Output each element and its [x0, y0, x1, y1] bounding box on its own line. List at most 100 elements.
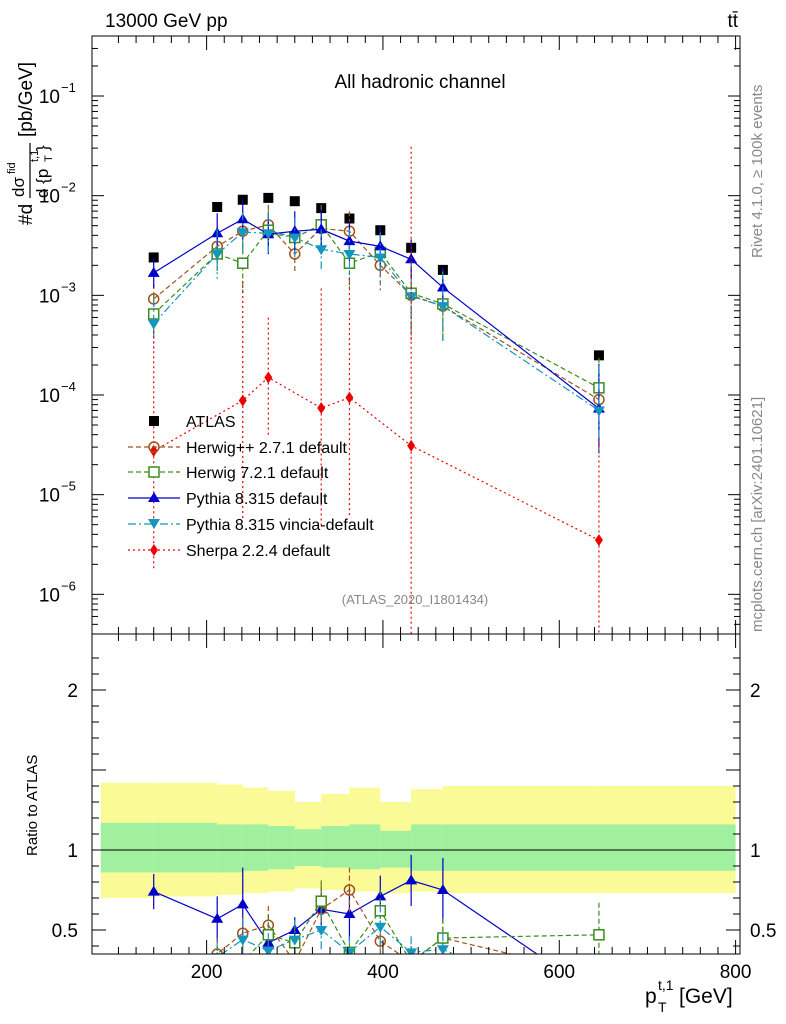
ratio-point-vincia — [343, 948, 356, 954]
data-point-vincia — [436, 302, 449, 313]
ratio-point-herwig7 — [238, 957, 248, 967]
x-tick-label: 400 — [367, 962, 399, 983]
y-axis-label-ratio: Ratio to ATLAS — [24, 755, 41, 856]
svg-text:[pb/GeV]: [pb/GeV] — [16, 62, 37, 137]
ratio-uncertainty-bands — [92, 782, 740, 898]
ratio-series-vincia — [211, 904, 455, 954]
data-point-vincia — [592, 406, 605, 417]
data-point-sherpa — [345, 391, 354, 404]
svg-text:d {p: d {p — [33, 169, 52, 198]
data-point-atlas — [593, 350, 604, 361]
ratio-point-herwig7 — [406, 957, 416, 967]
y-tick-label: 10 — [39, 286, 60, 307]
data-point-vincia — [315, 245, 328, 256]
y-tick-label-exp: −3 — [61, 279, 76, 294]
svg-text:t,1: t,1 — [29, 150, 41, 162]
legend: ATLAS Herwig++ 2.7.1 default Herwig 7.2.… — [128, 414, 374, 560]
y-tick-label: 10 — [39, 386, 60, 407]
data-point-vincia — [288, 233, 301, 244]
chart-title: All hadronic channel — [334, 72, 505, 93]
data-point-sherpa — [407, 439, 416, 452]
ratio-series-pythia — [147, 854, 538, 954]
ratio-point-vincia — [436, 945, 449, 954]
data-point-sherpa — [149, 444, 158, 457]
ratio-point-vincia — [315, 926, 328, 936]
ratio-point-vincia — [288, 935, 301, 946]
ratio-point-vincia — [262, 946, 275, 954]
ratio-point-pythia — [436, 884, 449, 894]
legend-pythia: Pythia 8.315 default — [128, 491, 328, 508]
band-inner-segment — [349, 824, 381, 870]
ratio-y-tick-label-right: 1 — [750, 841, 761, 862]
svg-text:fid: fid — [6, 162, 18, 174]
legend-herwig7: Herwig 7.2.1 default — [128, 465, 329, 482]
ratio-point-herwig7 — [315, 895, 327, 907]
ratio-point-herwigpp — [290, 957, 300, 967]
rivet-label: Rivet 4.1.0, ≥ 100k events — [749, 85, 766, 258]
ratio-point-herwigpp — [343, 884, 356, 896]
ratio-y-tick-label-right: 2 — [750, 681, 761, 702]
ratio-point-pythia — [211, 912, 224, 923]
ratio-point-pythia — [405, 874, 418, 885]
svg-text:T: T — [43, 155, 55, 162]
band-inner-segment — [268, 826, 295, 870]
x-tick-label: 600 — [543, 962, 575, 983]
band-inner-segment — [321, 826, 350, 868]
ratio-point-vincia — [236, 935, 249, 946]
data-point-atlas — [212, 201, 223, 212]
y-tick-label: 10 — [39, 585, 60, 606]
y-tick-label: 10 — [39, 187, 60, 208]
data-point-pythia — [315, 223, 328, 234]
y-tick-label-exp: −4 — [61, 379, 76, 394]
band-inner-segment — [380, 830, 412, 868]
ratio-point-herwigpp — [374, 935, 387, 947]
ratio-y-tick-label: 0.5 — [52, 921, 78, 942]
svg-text:#d: #d — [16, 204, 37, 225]
band-inner-segment — [217, 824, 243, 873]
data-point-sherpa — [317, 402, 326, 415]
data-point-vincia — [211, 249, 224, 260]
data-point-sherpa — [594, 534, 603, 547]
svg-text:Herwig++ 2.7.1 default: Herwig++ 2.7.1 default — [186, 440, 348, 457]
band-inner-segment — [153, 822, 218, 873]
legend-atlas: ATLAS — [149, 414, 236, 431]
ratio-point-herwigpp — [406, 957, 416, 967]
ratio-point-pythia — [343, 908, 356, 918]
band-inner-segment — [598, 824, 736, 871]
legend-vincia: Pythia 8.315 vincia-default — [128, 517, 374, 534]
ratio-point-vincia — [405, 948, 418, 954]
series-line-sherpa — [153, 376, 600, 541]
ratio-y-tick-label-right: 0.5 — [750, 921, 776, 942]
data-point-sherpa — [238, 394, 247, 407]
band-inner-segment — [411, 824, 443, 871]
y-tick-label-exp: −6 — [61, 578, 76, 593]
data-point-vincia — [236, 228, 249, 239]
y-tick-label: 10 — [39, 486, 60, 507]
svg-text:Sherpa 2.2.4 default: Sherpa 2.2.4 default — [186, 543, 331, 560]
process-label: tt̄ — [727, 11, 738, 32]
data-point-atlas — [344, 213, 355, 224]
data-point-vincia — [262, 229, 275, 240]
x-axis-label: p T t,1 [GeV] — [645, 977, 733, 1015]
svg-text:[GeV]: [GeV] — [679, 985, 733, 1008]
ratio-y-tick-label: 1 — [67, 841, 78, 862]
y-tick-label-exp: −5 — [61, 479, 76, 494]
svg-text:dσ: dσ — [9, 177, 28, 197]
svg-text:T: T — [658, 999, 667, 1015]
x-tick-label: 800 — [720, 962, 752, 983]
svg-text:Pythia 8.315 default: Pythia 8.315 default — [186, 491, 328, 508]
y-tick-label: 10 — [39, 87, 60, 108]
series-sherpa — [149, 146, 603, 634]
svg-text:p: p — [645, 985, 657, 1008]
ratio-point-vincia — [374, 922, 387, 933]
y-axis-label-top: #d dσ fid d {p T t,1 } [pb/GeV] — [6, 62, 55, 225]
svg-text:ATLAS: ATLAS — [186, 414, 236, 431]
chart-marks — [147, 146, 605, 967]
band-inner-segment — [100, 822, 154, 873]
band-inner-segment — [442, 824, 599, 871]
ratio-point-pythia — [147, 885, 160, 896]
svg-text:}: } — [33, 145, 52, 151]
band-inner-segment — [294, 829, 322, 866]
y-tick-label-exp: −2 — [61, 180, 76, 195]
